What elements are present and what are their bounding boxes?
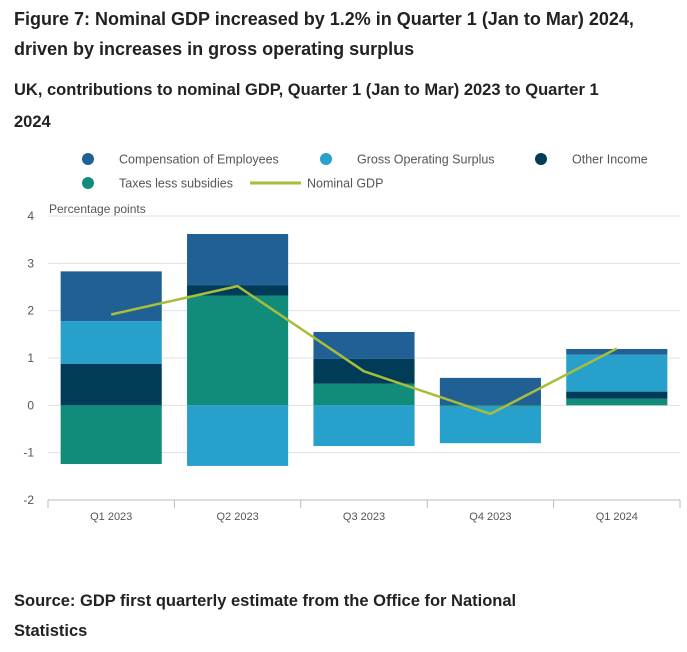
y-axis-label: Percentage points xyxy=(49,202,146,216)
bar-other_income-q1-2024 xyxy=(566,391,668,399)
bar-gos-q1-2024 xyxy=(566,354,668,392)
figure-subtitle: UK, contributions to nominal GDP, Quarte… xyxy=(14,81,599,131)
bar-taxes-q2-2023 xyxy=(187,295,289,406)
chart-legend: Compensation of Employees Gross Operating… xyxy=(82,153,648,191)
legend-label-nominal-gdp: Nominal GDP xyxy=(307,177,383,191)
bar-taxes-q1-2024 xyxy=(566,398,668,406)
bar-compensation-q4-2023 xyxy=(439,377,541,406)
legend-label-compensation: Compensation of Employees xyxy=(119,153,279,167)
bar-gos-q4-2023 xyxy=(439,406,541,444)
y-tick-label: 2 xyxy=(27,304,34,318)
y-tick-label: 4 xyxy=(27,209,34,223)
legend-label-gos: Gross Operating Surplus xyxy=(357,153,495,167)
bar-compensation-q1-2023 xyxy=(60,271,162,322)
legend-swatch-compensation xyxy=(82,153,94,165)
bar-taxes-q4-2023 xyxy=(439,405,541,407)
bar-series xyxy=(60,233,668,466)
bar-taxes-q3-2023 xyxy=(313,383,415,406)
source-note: Source: GDP first quarterly estimate fro… xyxy=(14,592,517,640)
nominal-gdp-line-layer xyxy=(110,284,618,416)
y-tick-label: 3 xyxy=(27,256,34,270)
bar-compensation-q2-2023 xyxy=(187,233,289,286)
x-tick-label: Q3 2023 xyxy=(343,511,385,523)
bar-gos-q3-2023 xyxy=(313,405,415,447)
legend-swatch-other_income xyxy=(535,153,547,165)
bar-gos-q1-2023 xyxy=(60,321,162,364)
y-tick-label: 1 xyxy=(27,351,34,365)
x-axis: Q1 2023 Q2 2023 Q3 2023 Q4 2023 Q1 2024 xyxy=(47,499,681,523)
figure-title: Figure 7: Nominal GDP increased by 1.2% … xyxy=(14,9,634,59)
y-tick-label: -1 xyxy=(23,446,34,460)
nominal-gdp-line xyxy=(110,284,618,416)
x-tick-label: Q1 2023 xyxy=(90,511,132,523)
x-tick-label: Q1 2024 xyxy=(596,511,638,523)
legend-swatch-gos xyxy=(320,153,332,165)
contributions-chart: Compensation of Employees Gross Operating… xyxy=(23,153,681,523)
x-tick-label: Q2 2023 xyxy=(216,511,258,523)
legend-label-other_income: Other Income xyxy=(572,153,648,167)
bar-other_income-q1-2023 xyxy=(60,363,162,406)
bar-compensation-q1-2024 xyxy=(566,349,668,355)
x-tick-label: Q4 2023 xyxy=(469,511,511,523)
legend-swatch-taxes xyxy=(82,177,94,189)
bar-compensation-q3-2023 xyxy=(313,331,415,359)
bar-other_income-q2-2023 xyxy=(187,285,289,296)
y-tick-label: 0 xyxy=(27,398,34,412)
bar-gos-q2-2023 xyxy=(187,405,289,466)
y-axis-ticks: -2 -1 0 1 2 3 4 xyxy=(23,209,34,507)
legend-label-taxes: Taxes less subsidies xyxy=(119,177,233,191)
y-tick-label: -2 xyxy=(23,493,34,507)
bar-taxes-q1-2023 xyxy=(60,405,162,465)
